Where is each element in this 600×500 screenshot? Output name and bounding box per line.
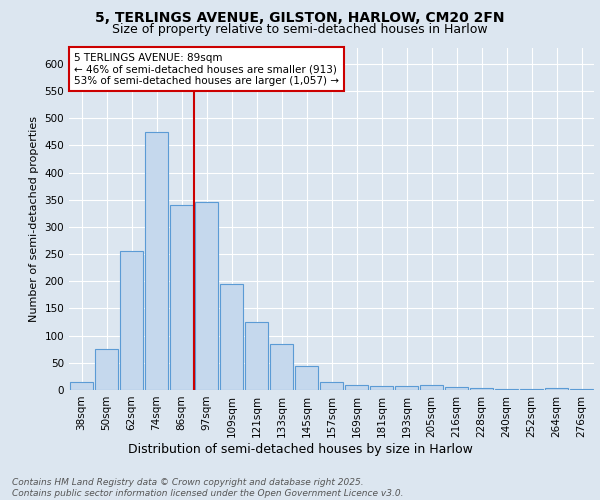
Text: 5, TERLINGS AVENUE, GILSTON, HARLOW, CM20 2FN: 5, TERLINGS AVENUE, GILSTON, HARLOW, CM2… (95, 11, 505, 25)
Bar (345, 384, 368, 390)
Bar (170, 205, 193, 390)
Text: Size of property relative to semi-detached houses in Harlow: Size of property relative to semi-detach… (112, 22, 488, 36)
Bar (270, 344, 293, 390)
Bar (470, 388, 493, 390)
Bar (445, 386, 468, 390)
Bar (145, 132, 168, 390)
Y-axis label: Number of semi-detached properties: Number of semi-detached properties (29, 116, 39, 322)
Text: Distribution of semi-detached houses by size in Harlow: Distribution of semi-detached houses by … (128, 442, 472, 456)
Text: Contains HM Land Registry data © Crown copyright and database right 2025.
Contai: Contains HM Land Registry data © Crown c… (12, 478, 404, 498)
Bar (220, 284, 243, 390)
Bar (545, 388, 568, 390)
Bar (95, 349, 118, 390)
Bar (70, 382, 93, 390)
Bar (195, 202, 218, 390)
Bar (320, 382, 343, 390)
Bar (570, 389, 593, 390)
Bar (245, 322, 268, 390)
Bar (295, 366, 318, 390)
Bar (370, 386, 393, 390)
Bar (395, 386, 418, 390)
Text: 5 TERLINGS AVENUE: 89sqm
← 46% of semi-detached houses are smaller (913)
53% of : 5 TERLINGS AVENUE: 89sqm ← 46% of semi-d… (74, 52, 339, 86)
Bar (495, 389, 518, 390)
Bar (420, 384, 443, 390)
Bar (120, 252, 143, 390)
